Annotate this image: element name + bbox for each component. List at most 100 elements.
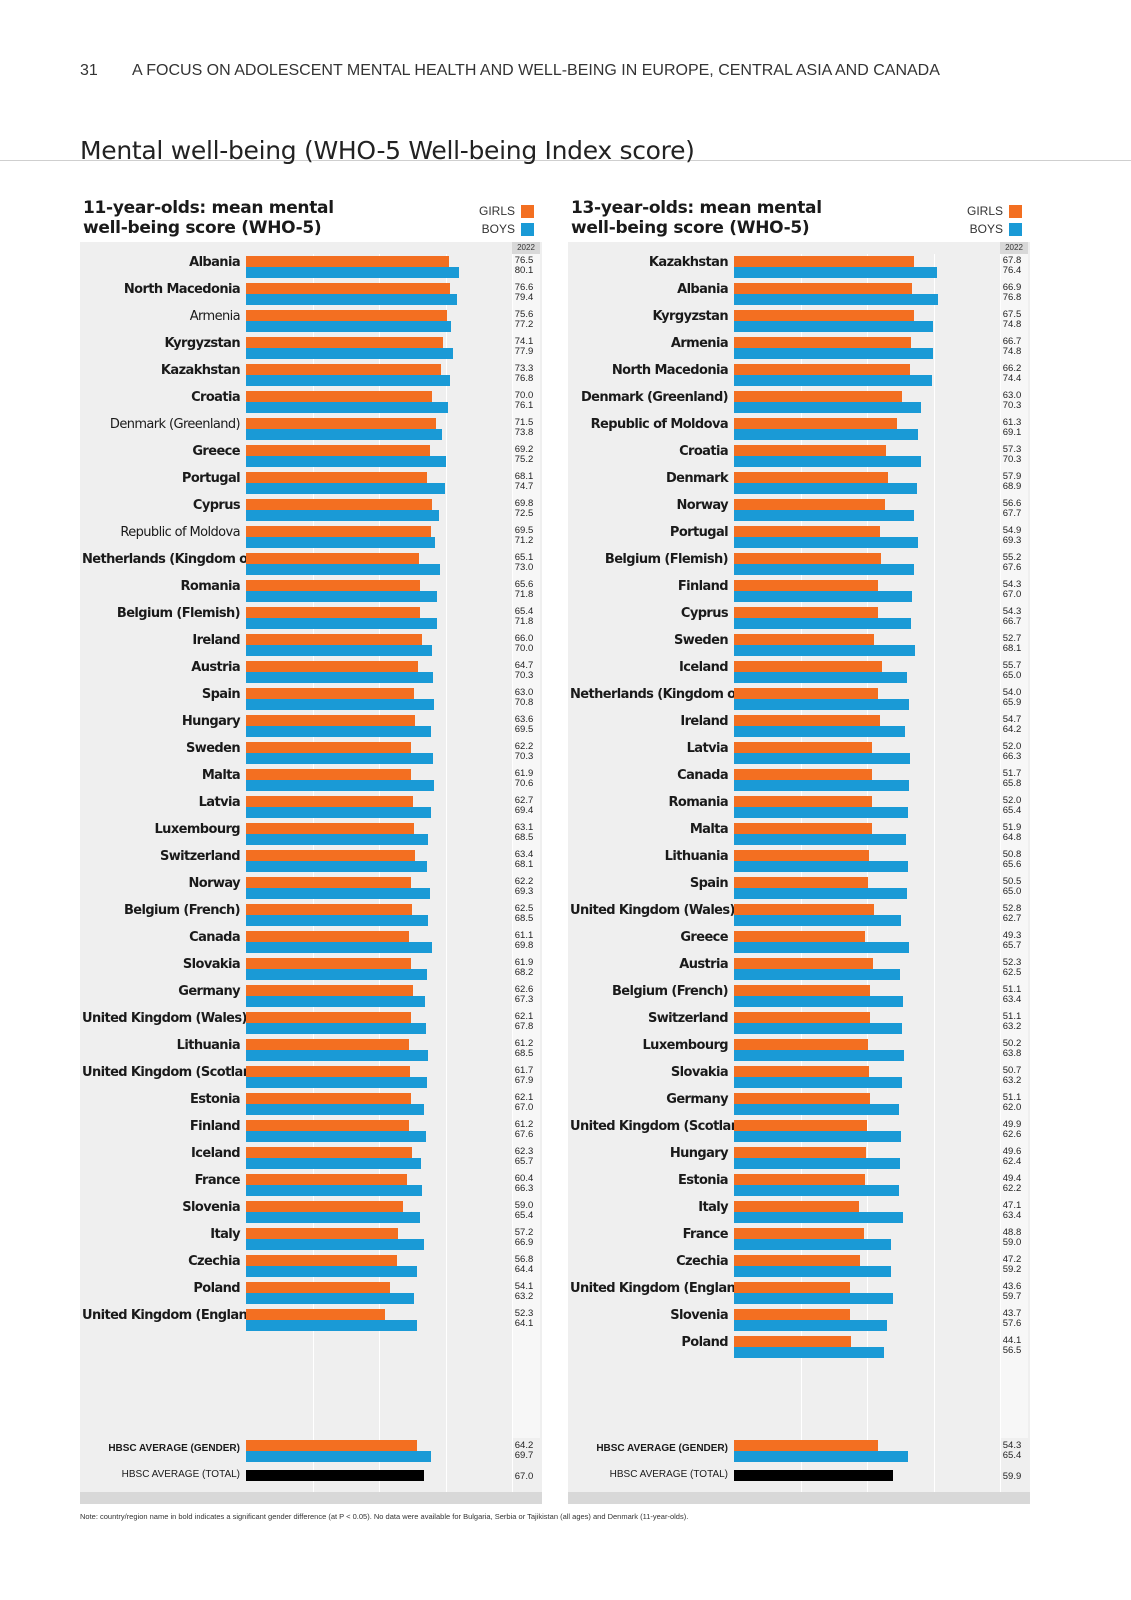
- value-boys: 74.7: [514, 481, 534, 492]
- chart-panel-13-year-olds: 13-year-olds: mean mental well-being sco…: [568, 196, 1038, 1532]
- bar-boys: [246, 456, 447, 467]
- value-girls: 69.8: [514, 498, 534, 509]
- bar-boys: [246, 537, 436, 548]
- bar-boys: [734, 969, 901, 980]
- bar-boys: [734, 888, 907, 899]
- avg-value-total: 67.0: [514, 1471, 534, 1482]
- value-girls: 63.0: [514, 687, 534, 698]
- bar-boys: [246, 780, 434, 791]
- avg-gender-label: HBSC AVERAGE (GENDER): [596, 1443, 728, 1454]
- value-girls: 62.2: [514, 876, 534, 887]
- girls-swatch: [1009, 204, 1022, 218]
- country-label: Belgium (Flemish): [116, 606, 241, 621]
- country-label: Hungary: [669, 1146, 729, 1161]
- bar-girls: [246, 796, 413, 807]
- value-girls: 54.3: [1002, 579, 1022, 590]
- panel-title: 11-year-olds: mean mental well-being sco…: [83, 198, 334, 238]
- bar-boys: [734, 537, 919, 548]
- country-label: Czechia: [676, 1254, 729, 1269]
- value-boys: 70.3: [514, 670, 534, 681]
- value-boys: 76.1: [514, 400, 534, 411]
- country-label: Finland: [677, 579, 729, 594]
- main-title: Mental well-being (WHO-5 Well-being Inde…: [80, 136, 695, 165]
- value-girls: 67.8: [1002, 255, 1022, 266]
- bar-girls: [734, 364, 911, 375]
- bar-girls: [246, 850, 415, 861]
- country-label: Cyprus: [192, 498, 241, 513]
- bar-boys: [734, 807, 908, 818]
- value-boys: 74.4: [1002, 373, 1022, 384]
- bar-boys: [734, 1185, 900, 1196]
- value-girls: 62.6: [514, 984, 534, 995]
- value-boys: 65.6: [1002, 859, 1022, 870]
- value-boys: 77.2: [514, 319, 534, 330]
- value-boys: 65.7: [514, 1156, 534, 1167]
- bar-boys: [246, 807, 431, 818]
- value-girls: 49.6: [1002, 1146, 1022, 1157]
- bar-boys: [734, 294, 939, 305]
- value-girls: 65.1: [514, 552, 534, 563]
- value-girls: 43.7: [1002, 1308, 1022, 1319]
- bar-boys: [734, 456, 921, 467]
- bar-girls: [734, 1039, 868, 1050]
- value-girls: 54.7: [1002, 714, 1022, 725]
- value-girls: 61.2: [514, 1119, 534, 1130]
- country-label: Belgium (Flemish): [604, 552, 729, 567]
- bar-girls: [734, 904, 875, 915]
- bar-boys: [246, 996, 426, 1007]
- bar-girls: [734, 256, 915, 267]
- bar-girls: [734, 472, 888, 483]
- value-boys: 59.0: [1002, 1237, 1022, 1248]
- value-girls: 63.4: [514, 849, 534, 860]
- value-boys: 65.9: [1002, 697, 1022, 708]
- value-boys: 70.3: [514, 751, 534, 762]
- value-boys: 63.4: [1002, 1210, 1022, 1221]
- bar-boys: [734, 645, 916, 656]
- value-girls: 50.8: [1002, 849, 1022, 860]
- bar-girls: [246, 364, 441, 375]
- country-label: Kyrgyzstan: [652, 309, 729, 324]
- value-girls: 69.2: [514, 444, 534, 455]
- country-label: United Kingdom (Scotland): [82, 1065, 266, 1080]
- bar-boys: [246, 618, 437, 629]
- country-label: Sweden: [674, 633, 729, 648]
- country-label: France: [682, 1227, 729, 1242]
- bar-boys: [734, 834, 907, 845]
- value-girls: 54.3: [1002, 606, 1022, 617]
- country-label: Sweden: [186, 741, 241, 756]
- bar-boys: [734, 375, 932, 386]
- value-girls: 52.0: [1002, 741, 1022, 752]
- value-boys: 68.5: [514, 1048, 534, 1059]
- value-boys: 63.8: [1002, 1048, 1022, 1059]
- country-label: United Kingdom (England): [570, 1281, 750, 1296]
- value-girls: 43.6: [1002, 1281, 1022, 1292]
- country-label: United Kingdom (Wales): [570, 903, 735, 918]
- value-girls: 62.2: [514, 741, 534, 752]
- bar-boys: [246, 267, 460, 278]
- running-title: A FOCUS ON ADOLESCENT MENTAL HEALTH AND …: [132, 62, 940, 79]
- value-boys: 70.6: [514, 778, 534, 789]
- bar-boys: [734, 1320, 888, 1331]
- bar-girls: [246, 337, 444, 348]
- bar-girls: [246, 1039, 409, 1050]
- bar-girls: [246, 958, 411, 969]
- avg-gender-label: HBSC AVERAGE (GENDER): [108, 1443, 240, 1454]
- bar-girls: [246, 1012, 412, 1023]
- bar-girls: [734, 1201, 860, 1212]
- country-label: France: [194, 1173, 241, 1188]
- value-boys: 70.8: [514, 697, 534, 708]
- value-boys: 67.3: [514, 994, 534, 1005]
- bar-girls: [246, 1282, 390, 1293]
- gridline: [933, 254, 935, 1502]
- year-header: 2022: [512, 242, 540, 254]
- country-label: Ireland: [192, 633, 240, 648]
- country-label: Romania: [668, 795, 728, 810]
- value-boys: 65.0: [1002, 886, 1022, 897]
- avg-value-girls: 54.3: [1002, 1440, 1022, 1451]
- boys-swatch: [1009, 222, 1022, 236]
- bar-boys: [734, 915, 901, 926]
- bar-boys: [246, 1077, 427, 1088]
- value-girls: 61.9: [514, 768, 534, 779]
- value-boys: 67.0: [1002, 589, 1022, 600]
- page-number: 31: [80, 62, 98, 79]
